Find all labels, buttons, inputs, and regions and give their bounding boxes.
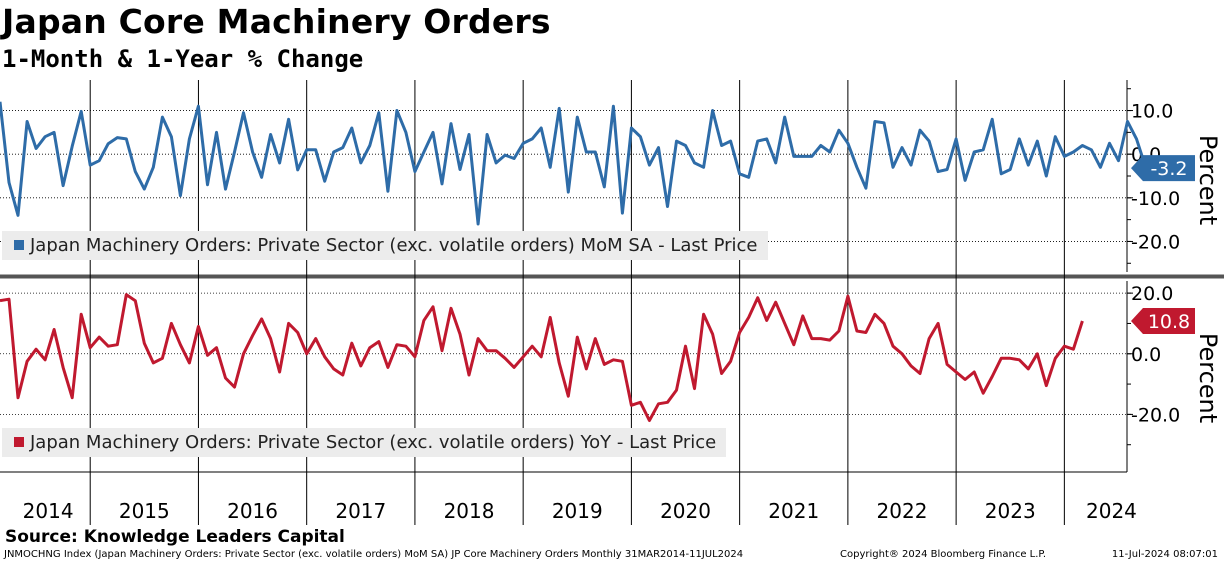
y-tick-label: 20.0 [1131, 283, 1173, 305]
mom-series-line [0, 101, 1155, 226]
top-panel-y-axis-label: Percent [1194, 135, 1222, 225]
y-tick-label: 10.0 [1131, 101, 1173, 123]
x-tick-label-2019: 2019 [552, 499, 603, 523]
x-tick-label-2022: 2022 [877, 499, 928, 523]
yoy-last-value-label: 10.8 [1148, 311, 1190, 333]
y-tick-label: 0.0 [1131, 344, 1161, 366]
x-tick-label-2016: 2016 [227, 499, 278, 523]
mom-last-value-label: -3.2 [1150, 158, 1187, 180]
yoy-series-line [0, 293, 1084, 422]
mom-legend: Japan Machinery Orders: Private Sector (… [2, 231, 768, 260]
x-tick-label-2023: 2023 [985, 499, 1036, 523]
bottom-panel-y-axis-label: Percent [1194, 333, 1222, 423]
x-tick-label-2020: 2020 [660, 499, 711, 523]
yoy-legend-label: Japan Machinery Orders: Private Sector (… [30, 432, 717, 453]
bottom-panel-grid [0, 292, 1127, 415]
yoy-last-value-badge: 10.8 [1131, 308, 1195, 335]
x-tick-label-2018: 2018 [444, 499, 495, 523]
yoy-legend: Japan Machinery Orders: Private Sector (… [2, 428, 727, 457]
top-panel-grid [0, 110, 1127, 242]
y-tick-label: -10.0 [1131, 188, 1180, 210]
mom-legend-label: Japan Machinery Orders: Private Sector (… [30, 235, 758, 256]
chart-area: 10.0 0.0 -10.0 -20.0 20.0 0.0 -20.0 -3.2 10.8… [0, 80, 1224, 525]
x-tick-label-2021: 2021 [768, 499, 819, 523]
x-tick-label-2024: 2024 [1086, 499, 1137, 523]
y-tick-label: -20.0 [1131, 404, 1180, 426]
mom-legend-swatch [14, 240, 24, 250]
yoy-legend-swatch [14, 437, 24, 447]
y-tick-label: -20.0 [1131, 231, 1180, 253]
chart-title: Japan Core Machinery Orders [2, 2, 551, 41]
x-tick-label-2017: 2017 [335, 499, 386, 523]
footer-copyright: Copyright® 2024 Bloomberg Finance L.P. [840, 549, 1047, 560]
mom-last-value-badge: -3.2 [1131, 155, 1195, 182]
footer-series-info: JNMOCHNG Index (Japan Machinery Orders: … [4, 549, 744, 560]
x-tick-label-2014: 2014 [23, 499, 74, 523]
source-note: Source: Knowledge Leaders Capital [5, 527, 345, 547]
bottom-panel-y-ticks: 20.0 0.0 -20.0 [1127, 283, 1180, 446]
chart-subtitle: 1-Month & 1-Year % Change [2, 45, 364, 73]
yoy-last-value-badge-shape [1131, 308, 1195, 335]
x-tick-label-2015: 2015 [119, 499, 170, 523]
mom-last-value-badge-shape [1131, 155, 1195, 182]
footer-timestamp: 11-Jul-2024 08:07:01 [1111, 549, 1218, 560]
x-axis-year-labels: 2014 2015 2016 2017 2018 2019 2020 2021 2022 2023… [23, 499, 1137, 523]
